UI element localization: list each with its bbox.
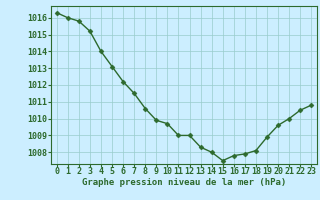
X-axis label: Graphe pression niveau de la mer (hPa): Graphe pression niveau de la mer (hPa) — [82, 178, 286, 187]
